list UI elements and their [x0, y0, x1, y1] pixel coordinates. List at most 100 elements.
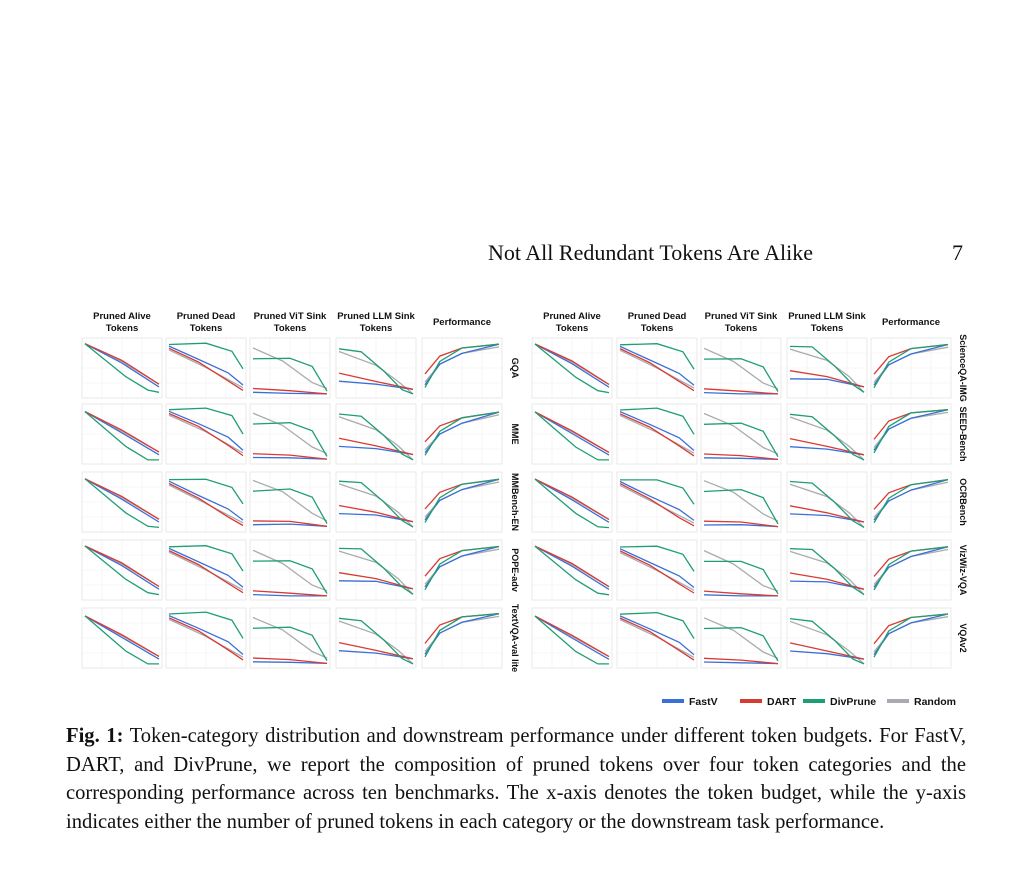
series-line — [789, 548, 865, 596]
column-title: Pruned ViT Sink — [254, 311, 327, 322]
series-line — [534, 411, 609, 461]
series-line — [703, 594, 778, 597]
series-line — [619, 545, 695, 572]
series-line — [252, 616, 328, 659]
series-line — [252, 590, 328, 597]
column-title: Pruned Dead — [177, 311, 236, 322]
series-line — [703, 617, 779, 659]
series-line — [789, 617, 865, 665]
series-line — [789, 480, 865, 528]
series-line — [534, 615, 610, 658]
subplot — [335, 337, 417, 399]
series-line — [84, 615, 159, 665]
legend-swatch — [803, 699, 825, 703]
series-line — [252, 391, 328, 395]
series-line — [619, 413, 695, 457]
benchmark-label: GQA — [510, 358, 520, 379]
benchmark-label: SEED-Bench — [958, 406, 968, 461]
series-line — [703, 422, 779, 458]
series-line — [252, 560, 328, 594]
subplot — [81, 403, 163, 465]
series-line — [619, 611, 695, 639]
series-line — [619, 615, 695, 656]
series-line — [252, 657, 328, 665]
benchmark-label: POPE-adv — [510, 548, 520, 592]
series-line — [252, 593, 327, 597]
running-head: Not All Redundant Tokens Are Alike — [488, 240, 813, 265]
subplot — [165, 403, 247, 465]
series-line — [703, 488, 779, 525]
series-line — [252, 347, 328, 390]
subplot — [249, 539, 331, 601]
series-line — [252, 626, 328, 662]
series-line — [84, 615, 160, 660]
series-line — [424, 478, 500, 523]
subplot — [81, 471, 163, 533]
series-line — [534, 615, 610, 660]
series-line — [703, 347, 779, 390]
series-line — [619, 343, 695, 370]
series-line — [168, 410, 244, 451]
series-line — [703, 391, 778, 395]
series-line — [703, 661, 779, 665]
series-line — [84, 478, 160, 523]
series-line — [168, 547, 244, 588]
series-line — [168, 545, 244, 572]
series-line — [703, 453, 779, 461]
subplot — [870, 337, 952, 399]
series-line — [534, 411, 610, 453]
legend-swatch — [662, 699, 684, 703]
series-line — [168, 550, 244, 594]
series-line — [424, 545, 500, 591]
series-line — [619, 411, 695, 451]
subplot — [786, 337, 868, 399]
series-line — [338, 617, 414, 665]
series-line — [168, 615, 244, 655]
subplot — [616, 607, 698, 669]
column-title: Tokens — [811, 323, 844, 334]
column-title: Pruned LLM Sink — [788, 311, 866, 322]
series-line — [252, 422, 328, 457]
column-title: Pruned Alive — [93, 311, 151, 322]
series-line — [252, 456, 328, 460]
series-line — [619, 483, 695, 527]
subplot — [165, 539, 247, 601]
series-line — [168, 412, 244, 457]
series-line — [703, 590, 779, 597]
series-line — [168, 345, 244, 386]
series-line — [168, 407, 244, 435]
series-line — [84, 615, 160, 657]
subplot — [786, 539, 868, 601]
subplot — [786, 471, 868, 533]
series-line — [534, 545, 610, 588]
series-line — [168, 611, 244, 639]
column-title: Performance — [433, 317, 491, 328]
legend-label: Random — [914, 696, 956, 708]
series-line — [703, 388, 779, 395]
series-line — [424, 613, 500, 658]
series-line — [703, 457, 779, 461]
series-line — [703, 480, 779, 522]
subplot — [81, 539, 163, 601]
subplot — [531, 607, 613, 669]
series-line — [703, 657, 779, 665]
legend-swatch — [740, 699, 762, 703]
benchmark-label: VQAv2 — [958, 623, 968, 652]
series-line — [873, 546, 949, 591]
series-line — [84, 545, 160, 588]
subplot — [335, 607, 417, 669]
series-line — [703, 524, 779, 528]
series-line — [252, 520, 328, 527]
series-line — [703, 520, 779, 528]
column-title: Tokens — [274, 323, 307, 334]
series-line — [338, 348, 414, 395]
series-line — [873, 343, 949, 389]
legend-label: DivPrune — [830, 696, 876, 708]
series-line — [84, 343, 160, 393]
caption-text: Token-category distribution and downstre… — [66, 725, 966, 833]
series-line — [84, 411, 159, 461]
series-line — [704, 560, 779, 595]
subplot — [421, 337, 503, 399]
series-line — [338, 641, 414, 660]
series-line — [703, 550, 779, 592]
